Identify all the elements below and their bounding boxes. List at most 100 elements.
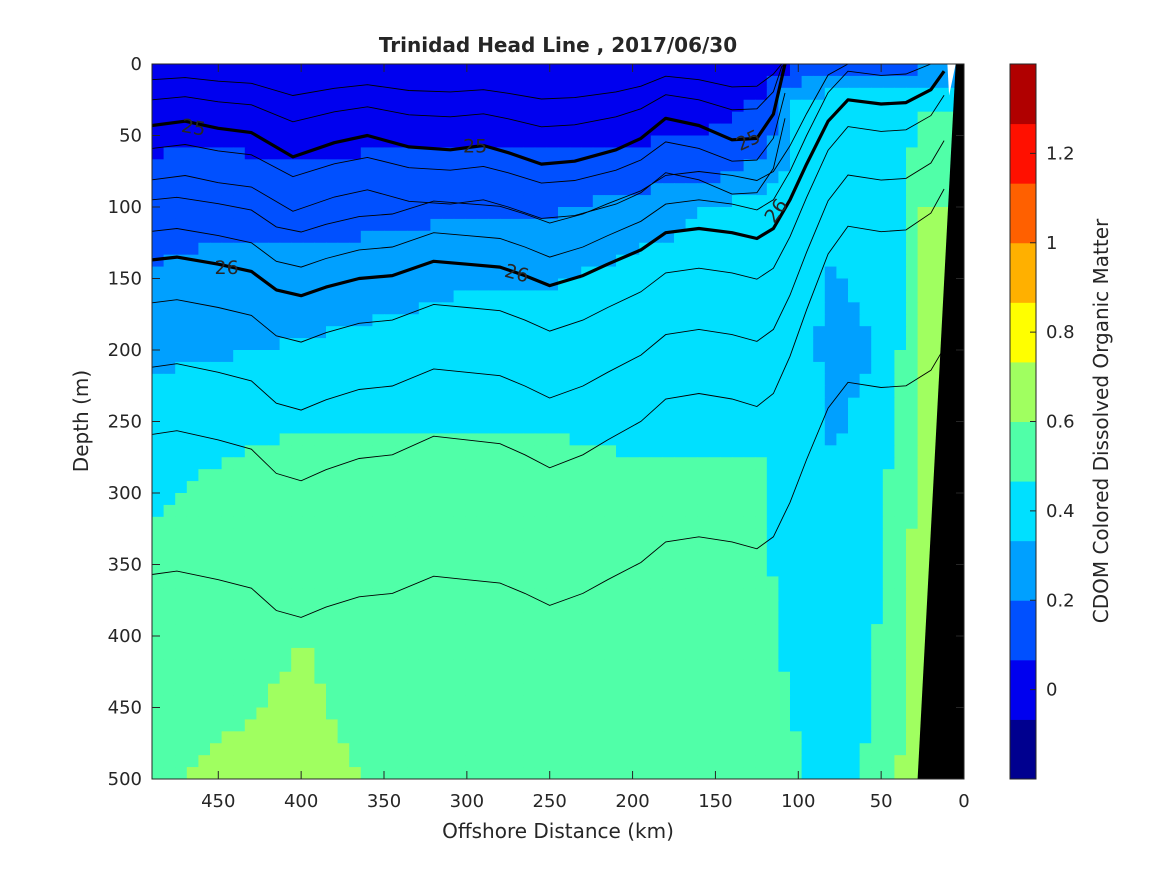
heatmap-cell	[569, 695, 582, 709]
heatmap-cell	[360, 743, 373, 756]
heatmap-cell	[558, 302, 571, 315]
heatmap-cell	[650, 600, 663, 613]
heatmap-cell	[534, 302, 547, 315]
heatmap-cell	[244, 87, 257, 101]
heatmap-cell	[917, 183, 930, 196]
heatmap-cell	[592, 540, 605, 554]
heatmap-cell	[372, 612, 385, 625]
heatmap-cell	[465, 612, 478, 625]
heatmap-cell	[558, 326, 571, 339]
heatmap-cell	[778, 612, 791, 625]
thin-contour-lines	[152, 64, 945, 618]
heatmap-cell	[662, 302, 675, 315]
heatmap-cell	[650, 87, 663, 101]
heatmap-cell	[268, 636, 281, 649]
heatmap-cell	[476, 111, 489, 125]
heatmap-cell	[233, 278, 246, 292]
heatmap-cell	[279, 135, 292, 149]
heatmap-cell	[616, 409, 629, 423]
heatmap-cell	[558, 469, 571, 482]
heatmap-cell	[221, 624, 234, 637]
heatmap-cell	[302, 433, 315, 446]
heatmap-cell	[453, 755, 466, 768]
heatmap-cell	[152, 600, 165, 613]
heatmap-cell	[523, 75, 536, 89]
heatmap-cell	[627, 326, 640, 339]
heatmap-cell	[674, 350, 687, 363]
heatmap-cell	[488, 207, 501, 220]
heatmap-cell	[836, 373, 849, 387]
heatmap-cell	[268, 588, 281, 601]
heatmap-cell	[766, 230, 779, 244]
heatmap-cell	[708, 147, 721, 160]
heatmap-cell	[708, 636, 721, 649]
heatmap-cell	[430, 159, 443, 172]
heatmap-cell	[859, 195, 872, 208]
heatmap-cell	[500, 755, 513, 768]
heatmap-cell	[720, 767, 733, 779]
heatmap-cell	[163, 338, 176, 351]
heatmap-cell	[813, 493, 826, 506]
heatmap-cell	[268, 421, 281, 435]
heatmap-cell	[906, 242, 919, 256]
heatmap-cell	[384, 87, 397, 101]
heatmap-cell	[558, 64, 571, 77]
heatmap-cell	[848, 516, 861, 530]
heatmap-cell	[221, 564, 234, 578]
heatmap-cell	[546, 493, 559, 506]
heatmap-cell	[372, 683, 385, 697]
heatmap-cell	[349, 314, 362, 327]
heatmap-cell	[894, 195, 907, 208]
heatmap-cell	[244, 218, 257, 232]
heatmap-cell	[534, 135, 547, 149]
heatmap-cell	[940, 159, 953, 172]
heatmap-cell	[732, 600, 745, 613]
heatmap-cell	[407, 230, 420, 244]
heatmap-cell	[268, 338, 281, 351]
heatmap-cell	[685, 87, 698, 101]
heatmap-cell	[221, 159, 234, 172]
heatmap-cell	[882, 767, 895, 779]
heatmap-cell	[848, 576, 861, 589]
heatmap-cell	[210, 671, 223, 685]
heatmap-cell	[755, 516, 768, 530]
heatmap-cell	[929, 314, 942, 327]
heatmap-cell	[639, 171, 652, 184]
heatmap-cell	[453, 600, 466, 613]
heatmap-cell	[186, 528, 199, 542]
heatmap-cell	[534, 195, 547, 208]
heatmap-cell	[813, 397, 826, 411]
heatmap-cell	[186, 159, 199, 172]
heatmap-cell	[326, 493, 339, 506]
heatmap-cell	[395, 99, 408, 113]
heatmap-cell	[604, 64, 617, 77]
heatmap-cell	[569, 469, 582, 482]
heatmap-cell	[766, 743, 779, 756]
heatmap-cell	[732, 767, 745, 779]
y-tick-label: 300	[108, 483, 142, 504]
heatmap-cell	[906, 719, 919, 732]
heatmap-cell	[662, 671, 675, 685]
heatmap-cell	[268, 719, 281, 732]
heatmap-cell	[256, 743, 269, 756]
heatmap-cell	[581, 671, 594, 685]
heatmap-cell	[221, 576, 234, 589]
heatmap-cell	[546, 207, 559, 220]
heatmap-cell	[233, 99, 246, 113]
heatmap-cell	[720, 528, 733, 542]
heatmap-cell	[894, 636, 907, 649]
heatmap-cell	[836, 528, 849, 542]
heatmap-cell	[558, 350, 571, 363]
heatmap-cell	[662, 445, 675, 458]
heatmap-cell	[430, 719, 443, 732]
heatmap-cell	[523, 659, 536, 673]
heatmap-cell	[372, 636, 385, 649]
colorbar-tick-label: 0.8	[1046, 322, 1075, 343]
heatmap-cell	[906, 743, 919, 756]
heatmap-cell	[848, 719, 861, 732]
heatmap-cell	[488, 254, 501, 268]
heatmap-cell	[407, 695, 420, 709]
heatmap-cell	[616, 600, 629, 613]
heatmap-cell	[662, 493, 675, 506]
heatmap-cell	[697, 576, 710, 589]
